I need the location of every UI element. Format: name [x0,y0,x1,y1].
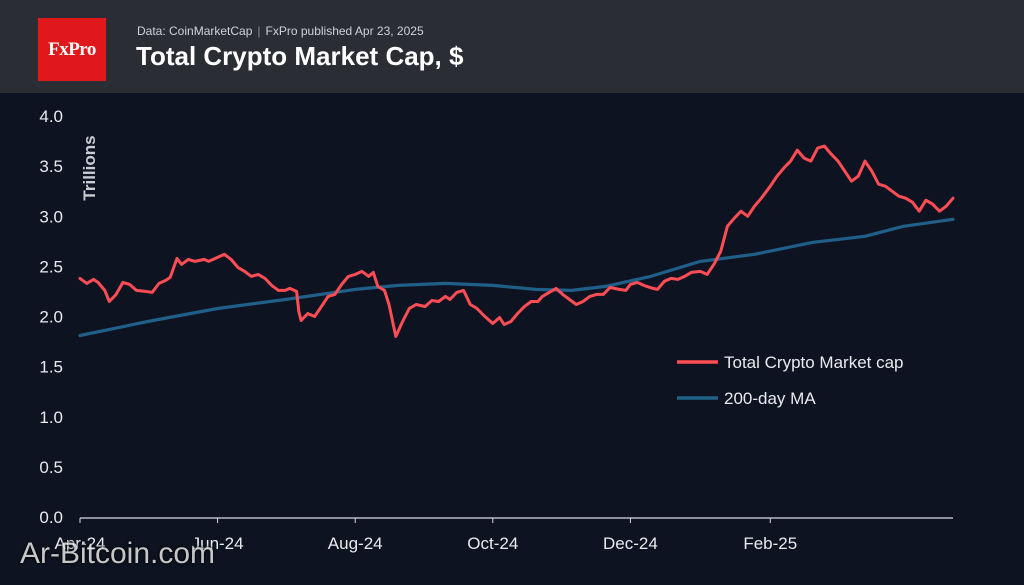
legend-label: 200-day MA [724,389,816,408]
y-tick-label: 4.0 [39,107,63,126]
x-tick-label: Oct-24 [467,534,518,553]
legend-label: Total Crypto Market cap [724,353,904,372]
source-line: Data: CoinMarketCap | FxPro published Apr … [137,24,424,38]
y-tick-label: 0.5 [39,458,63,477]
published-date: FxPro published Apr 23, 2025 [265,24,424,38]
y-tick-label: 2.5 [39,257,63,276]
y-axis-label: Trillions [80,135,99,200]
y-tick-label: 3.5 [39,157,63,176]
y-tick-label: 0.0 [39,508,63,527]
x-tick-label: Apr-24 [54,534,105,553]
chart-title: Total Crypto Market Cap, $ [136,41,464,71]
y-tick-label: 1.0 [39,408,63,427]
market-cap-chart: 0.0 0.5 1.0 1.5 2.0 2.5 3.0 3.5 4.0 Trillions Apr-… [39,107,955,553]
fxpro-logo: FxPro [38,18,106,81]
y-tick-label: 3.0 [39,207,63,226]
y-tick-label: 2.0 [39,308,63,327]
market-cap-line [78,144,955,338]
chart-header: FxPro Data: CoinMarketCap | FxPro publishe… [0,0,1024,93]
separator: | [257,24,261,38]
watermark: Ar-Bitcoin.com [20,537,216,570]
x-tick-label: Jun-24 [192,534,244,553]
x-tick-label: Aug-24 [328,534,383,553]
x-tick-label: Dec-24 [603,534,658,553]
y-tick-label: 1.5 [39,358,63,377]
ma-line [78,217,955,338]
legend: Total Crypto Market cap 200-day MA [677,353,904,408]
data-source: Data: CoinMarketCap [137,24,253,38]
x-tick-label: Feb-25 [743,534,797,553]
